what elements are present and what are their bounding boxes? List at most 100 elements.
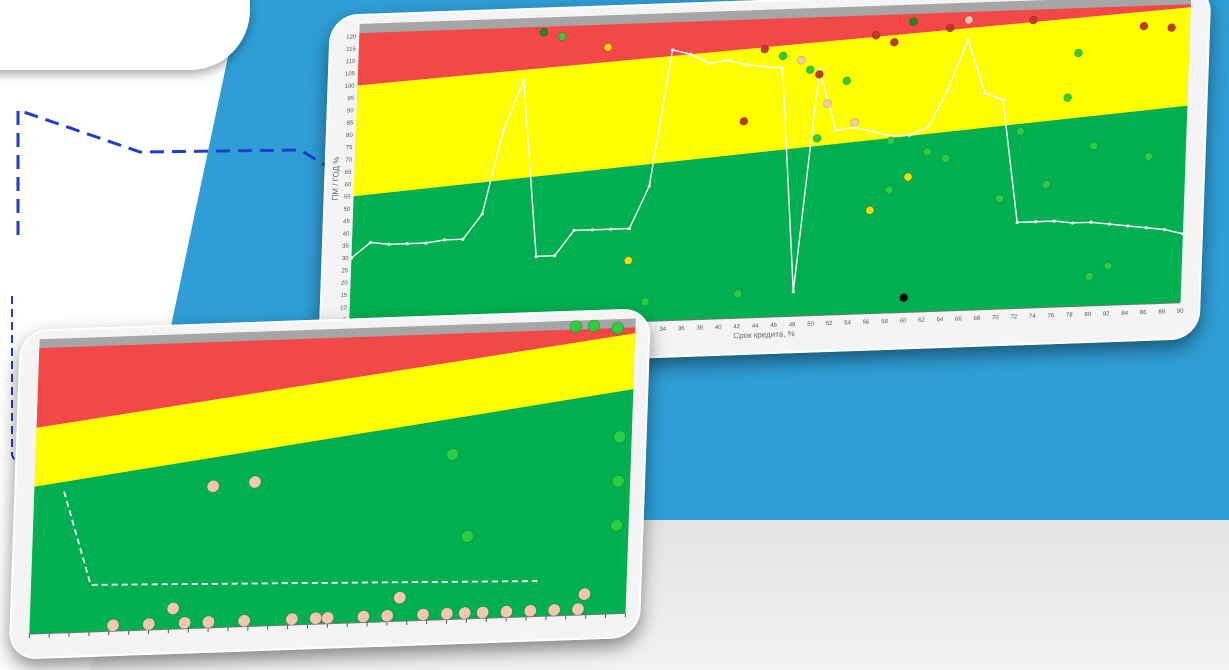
data-point: [1144, 152, 1153, 161]
y-tick-label: 10: [340, 305, 348, 311]
data-point: [805, 65, 815, 75]
data-point: [611, 321, 624, 335]
data-point: [640, 297, 650, 307]
data-point: [440, 607, 454, 620]
line-point: [1089, 220, 1093, 224]
x-tick-label: 82: [1103, 311, 1111, 317]
line-point: [1034, 220, 1038, 224]
line-point: [852, 125, 856, 129]
zone-red: [357, 4, 1191, 86]
x-tick-label: 66: [955, 316, 963, 322]
line-point: [442, 238, 447, 242]
x-tick-label: 48: [789, 322, 797, 328]
y-tick-label: 30: [342, 256, 350, 262]
data-point: [886, 136, 896, 146]
line-point: [707, 61, 711, 66]
line-point: [926, 125, 930, 129]
line-point: [1070, 221, 1075, 225]
y-tick-label: 25: [341, 268, 349, 274]
line-point: [817, 67, 822, 72]
line-point: [368, 240, 373, 245]
data-point: [871, 31, 881, 40]
x-axis-label: Срок кредита, %: [733, 329, 795, 340]
main-chart-frame: 0246810121416182022242628303234363840424…: [317, 0, 1212, 370]
data-point: [500, 605, 513, 618]
x-tick-label: 78: [1066, 313, 1074, 319]
line-point: [627, 226, 631, 231]
zone-yellow: [34, 333, 636, 487]
line-point: [405, 242, 409, 246]
y-tick-label: 60: [344, 182, 352, 188]
y-tick-label: 70: [345, 157, 353, 163]
line-point: [1107, 222, 1111, 226]
y-tick-label: 55: [344, 194, 352, 200]
line-point: [1052, 219, 1056, 223]
data-point: [941, 154, 950, 163]
y-tick-label: 35: [342, 244, 350, 250]
zone-yellow: [353, 7, 1191, 197]
data-point: [539, 27, 549, 37]
y-tick-label: 40: [343, 231, 351, 237]
data-point: [1139, 21, 1149, 31]
line-point: [349, 256, 354, 260]
data-point: [842, 76, 852, 86]
line-point: [461, 237, 465, 241]
data-point: [812, 134, 822, 143]
data-point: [476, 606, 489, 619]
data-point: [285, 612, 299, 626]
x-tick-label: 40: [715, 325, 723, 331]
x-tick-label: 84: [1121, 311, 1129, 317]
series-line: [63, 491, 538, 586]
x-tick-label: 76: [1047, 313, 1055, 319]
zone-green: [348, 105, 1188, 332]
data-point: [1084, 272, 1094, 281]
data-point: [923, 147, 932, 157]
x-tick-label: 90: [1177, 309, 1185, 315]
data-point: [1167, 23, 1176, 32]
x-tick-label: 44: [752, 323, 760, 329]
data-point: [380, 609, 394, 623]
line-point: [871, 129, 875, 134]
line-point: [1015, 220, 1019, 224]
x-tick-label: 80: [1084, 312, 1092, 318]
series-line: [351, 37, 1184, 292]
x-tick-label: 62: [918, 318, 926, 324]
data-point: [623, 256, 633, 265]
line-point: [387, 242, 391, 246]
line-point: [534, 254, 538, 258]
line-point: [552, 254, 557, 258]
zone-green: [29, 389, 634, 635]
data-point: [611, 474, 625, 488]
data-point: [815, 70, 824, 79]
data-point: [578, 587, 591, 601]
data-point: [1016, 126, 1025, 136]
data-point: [237, 614, 251, 628]
x-tick-label: 88: [1158, 309, 1166, 315]
data-point: [1029, 15, 1038, 25]
data-point: [850, 118, 859, 127]
x-tick-label: 74: [1029, 314, 1037, 320]
data-point: [865, 206, 875, 215]
line-point: [946, 87, 950, 92]
line-point: [781, 66, 785, 70]
data-point: [1041, 180, 1051, 189]
data-point: [613, 430, 627, 444]
x-tick-label: 36: [678, 326, 686, 332]
x-tick-label: 52: [826, 321, 834, 327]
line-point: [572, 228, 576, 233]
line-point: [1181, 232, 1185, 236]
data-point: [889, 37, 899, 47]
data-point: [899, 293, 909, 302]
x-tick-label: 86: [1140, 310, 1148, 316]
corner-card: [0, 0, 250, 70]
data-point: [964, 15, 974, 25]
data-point: [1074, 48, 1083, 58]
line-point: [889, 134, 893, 138]
x-tick-label: 72: [1010, 314, 1018, 320]
data-point: [610, 519, 623, 532]
y-tick-label: 115: [346, 47, 356, 53]
data-point: [393, 591, 407, 604]
line-point: [966, 38, 970, 42]
y-tick-label: 95: [347, 96, 355, 102]
data-point: [903, 172, 913, 182]
